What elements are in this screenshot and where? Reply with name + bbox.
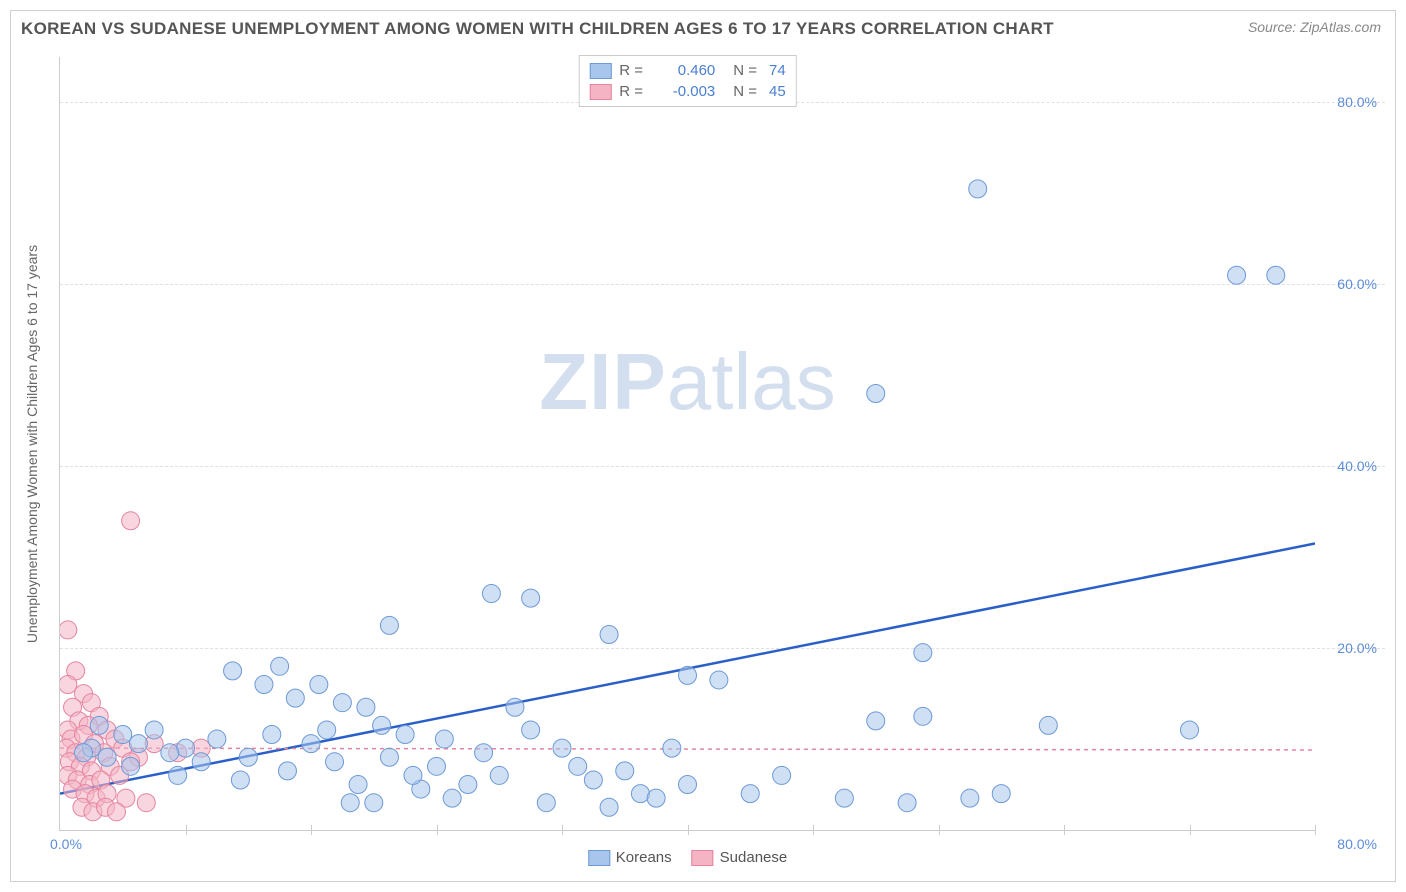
source-label: Source: ZipAtlas.com <box>1248 19 1381 35</box>
x-tick-label-min: 0.0% <box>50 836 82 852</box>
plot-area: Unemployment Among Women with Children A… <box>59 57 1315 831</box>
y-tick-label: 80.0% <box>1337 94 1377 110</box>
n-value-koreans: 74 <box>769 62 786 79</box>
legend-item-koreans: Koreans <box>588 849 672 866</box>
y-tick-label: 20.0% <box>1337 640 1377 656</box>
legend-swatch-sudanese <box>692 850 714 866</box>
legend-item-sudanese: Sudanese <box>692 849 788 866</box>
r-value-koreans: 0.460 <box>655 62 715 79</box>
legend-swatch-sudanese <box>589 84 611 100</box>
y-axis-label: Unemployment Among Women with Children A… <box>24 244 40 642</box>
y-tick-label: 60.0% <box>1337 276 1377 292</box>
r-label: R = <box>619 83 647 100</box>
r-label: R = <box>619 62 647 79</box>
n-value-sudanese: 45 <box>769 83 786 100</box>
legend-correlation: R = 0.460 N = 74 R = -0.003 N = 45 <box>578 55 796 107</box>
chart-container: KOREAN VS SUDANESE UNEMPLOYMENT AMONG WO… <box>10 10 1396 882</box>
legend-series: Koreans Sudanese <box>588 849 787 866</box>
legend-row: R = -0.003 N = 45 <box>589 81 785 102</box>
legend-label-sudanese: Sudanese <box>720 849 788 866</box>
chart-title: KOREAN VS SUDANESE UNEMPLOYMENT AMONG WO… <box>21 19 1054 39</box>
legend-label-koreans: Koreans <box>616 849 672 866</box>
legend-swatch-koreans <box>589 63 611 79</box>
legend-swatch-koreans <box>588 850 610 866</box>
legend-row: R = 0.460 N = 74 <box>589 60 785 81</box>
scatter-svg <box>60 57 1315 830</box>
x-tick-label-max: 80.0% <box>1337 836 1377 852</box>
r-value-sudanese: -0.003 <box>655 83 715 100</box>
y-tick-label: 40.0% <box>1337 458 1377 474</box>
n-label: N = <box>733 83 757 100</box>
n-label: N = <box>733 62 757 79</box>
